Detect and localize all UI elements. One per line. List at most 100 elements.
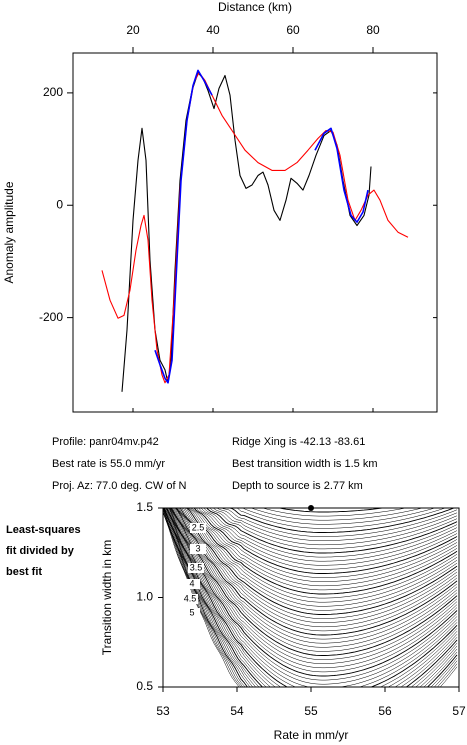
contour-line [191, 508, 458, 578]
contour-line [178, 508, 458, 619]
contour-line [175, 508, 458, 636]
side-note: best fit [6, 566, 42, 578]
contour-line [236, 508, 447, 529]
contour-line [209, 508, 458, 550]
contour-line [189, 508, 458, 582]
side-note: fit divided by [6, 545, 75, 557]
contour-label: 5 [189, 607, 194, 617]
contour-line [172, 508, 458, 652]
contour-line [193, 508, 458, 574]
contour-line [188, 508, 458, 587]
contour-line [163, 508, 458, 687]
contour-line [182, 508, 458, 607]
contour-label-bg [188, 563, 204, 573]
contour-line [170, 508, 458, 669]
contour-label-bg [182, 594, 198, 604]
contour-line [212, 508, 458, 546]
contour-line [198, 508, 458, 566]
contour-line [170, 508, 458, 660]
contour-line [179, 508, 458, 615]
contour-line [166, 508, 458, 687]
x-tick-label: 20 [126, 23, 140, 37]
info-text: Proj. Az: 77.0 deg. CW of N [52, 480, 187, 492]
y-axis-title: Anomaly amplitude [2, 181, 16, 283]
contour-line [164, 508, 458, 687]
plot-frame [72, 52, 438, 413]
contour-label-bg [184, 579, 200, 589]
contour-line [166, 508, 458, 687]
contour-line [227, 508, 456, 533]
contour-line [186, 508, 458, 595]
contour-line [261, 508, 407, 517]
contour-line [176, 508, 458, 628]
contour-label-bg [190, 544, 206, 554]
contour-line [163, 511, 458, 687]
data-line [121, 72, 372, 392]
contour-label-bg [184, 608, 200, 618]
contour-line [167, 508, 458, 685]
contour-label: 4.5 [184, 593, 197, 603]
info-text: Profile: panr04mv.p42 [52, 436, 159, 448]
y-axis-title: Transition width in km [100, 540, 114, 656]
x-tick-label: 55 [304, 704, 318, 718]
contour-line [206, 508, 458, 554]
contour-line [276, 508, 386, 513]
series-group [101, 69, 409, 392]
info-text: Best rate is 55.0 mm/yr [52, 458, 165, 470]
x-tick-label: 40 [206, 23, 220, 37]
contour-line [163, 512, 458, 687]
contour-line [173, 508, 458, 648]
contour-line [163, 508, 458, 687]
contour-line [250, 508, 424, 521]
x-tick-label: 80 [366, 23, 380, 37]
contour-line [216, 508, 458, 541]
contour-label-bg [190, 523, 206, 533]
contour-line [166, 508, 458, 687]
contour-line [171, 508, 458, 656]
x-tick-label: 53 [156, 704, 170, 718]
contour-line [163, 508, 458, 687]
contour-line [242, 508, 436, 525]
contour-line [168, 508, 458, 681]
contour-label: 2.5 [192, 522, 205, 532]
contour-line [174, 508, 458, 644]
x-tick-label: 56 [378, 704, 392, 718]
y-tick-label: 0 [56, 197, 63, 211]
contour-line [169, 508, 458, 677]
x-axis-title: Rate in mm/yr [274, 728, 349, 742]
contour-line [177, 508, 458, 623]
data-line [154, 69, 369, 384]
contour-line [175, 508, 458, 640]
contour-group [163, 508, 458, 687]
contour-line [181, 508, 458, 611]
x-axis-title: Distance (km) [218, 0, 292, 14]
x-tick-label: 54 [230, 704, 244, 718]
info-text: Ridge Xing is -42.13 -83.61 [232, 436, 365, 448]
contour-line [163, 512, 458, 687]
contour-line [165, 508, 458, 687]
info-text: Depth to source is 2.77 km [232, 480, 363, 492]
contour-line [176, 508, 458, 632]
contour-line [163, 509, 458, 687]
contour-line [187, 508, 458, 591]
contour-line [221, 508, 458, 537]
contour-line [195, 508, 458, 570]
contour-line [184, 508, 458, 603]
x-tick-label: 60 [286, 23, 300, 37]
contour-label: 3.5 [190, 562, 203, 572]
contour-label: 4 [189, 578, 194, 588]
contour-line [163, 508, 458, 687]
contour-line [169, 508, 458, 673]
data-line [101, 72, 409, 384]
y-tick-label: -200 [39, 310, 63, 324]
contour-line [165, 508, 458, 687]
contour-line [185, 508, 458, 599]
contour-line [200, 508, 458, 562]
side-note: Least-squares [6, 524, 81, 536]
contour-line [170, 508, 458, 664]
y-tick-label: 1.5 [136, 500, 153, 514]
y-tick-label: 200 [43, 85, 63, 99]
y-tick-label: 0.5 [136, 679, 153, 693]
